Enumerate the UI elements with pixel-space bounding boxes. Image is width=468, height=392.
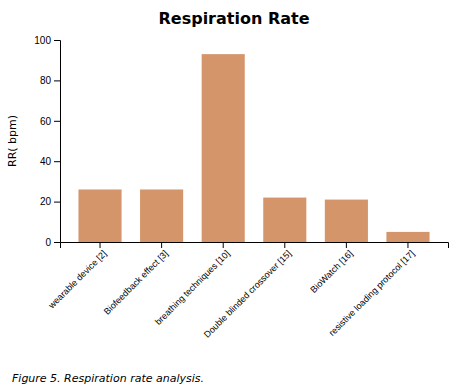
y-tick: 40: [40, 156, 60, 167]
x-tick: BioWatch [16]: [308, 242, 354, 295]
bar: [325, 200, 368, 242]
y-tick-mark: [54, 40, 60, 41]
bar: [202, 54, 245, 242]
y-tick-label: 0: [45, 237, 51, 248]
x-tick-label: resistive loading protocol [17]: [327, 248, 417, 338]
bar: [263, 198, 306, 242]
y-tick: 20: [40, 196, 60, 207]
y-tick-label: 20: [40, 196, 52, 207]
x-tick-mark: [346, 242, 347, 248]
y-tick-mark: [54, 202, 60, 203]
x-axis-line: [61, 243, 449, 249]
x-tick-label: Biofeedback effect [3]: [102, 248, 170, 316]
x-tick-mark: [161, 242, 162, 248]
y-tick: 60: [40, 116, 60, 127]
y-tick-label: 40: [40, 156, 52, 167]
y-tick-mark: [54, 242, 60, 243]
x-tick: Biofeedback effect [3]: [102, 242, 170, 317]
y-tick: 80: [40, 75, 60, 86]
y-axis-title: RR( bpm): [6, 115, 19, 167]
bars: [78, 54, 429, 242]
y-tick: 100: [34, 35, 60, 46]
bar: [386, 232, 429, 242]
x-tick-label: wearable device [2]: [46, 248, 109, 311]
x-tick-mark: [407, 242, 408, 248]
y-axis: 0 20 40 60 80 100: [34, 35, 60, 248]
chart: 0 20 40 60 80 100 wearable device [2]Biofeedba…: [0, 0, 468, 392]
bar: [140, 189, 183, 242]
x-tick-mark: [223, 242, 224, 248]
y-tick-label: 60: [40, 116, 52, 127]
caption: Figure 5. Respiration rate analysis.: [12, 372, 204, 385]
bar: [78, 189, 121, 242]
x-tick-label: Double blinded crossover [15]: [202, 248, 293, 339]
x-tick: Double blinded crossover [15]: [202, 242, 293, 340]
y-tick-mark: [54, 161, 60, 162]
y-tick-label: 100: [34, 35, 51, 46]
plot: 0 20 40 60 80 100 wearable device [2]Biofeedba…: [34, 35, 448, 340]
y-tick-label: 80: [40, 75, 52, 86]
title: Respiration Rate: [158, 9, 309, 28]
x-tick-mark: [100, 242, 101, 248]
y-tick-mark: [54, 80, 60, 81]
x-axis: wearable device [2]Biofeedback effect [3…: [46, 242, 449, 340]
x-tick: wearable device [2]: [46, 242, 109, 311]
x-tick-mark: [284, 242, 285, 248]
y-axis-line: [54, 41, 61, 243]
y-tick: 0: [45, 237, 60, 248]
x-tick-label: BioWatch [16]: [308, 248, 354, 294]
y-tick-mark: [54, 121, 60, 122]
x-tick: resistive loading protocol [17]: [327, 242, 417, 338]
